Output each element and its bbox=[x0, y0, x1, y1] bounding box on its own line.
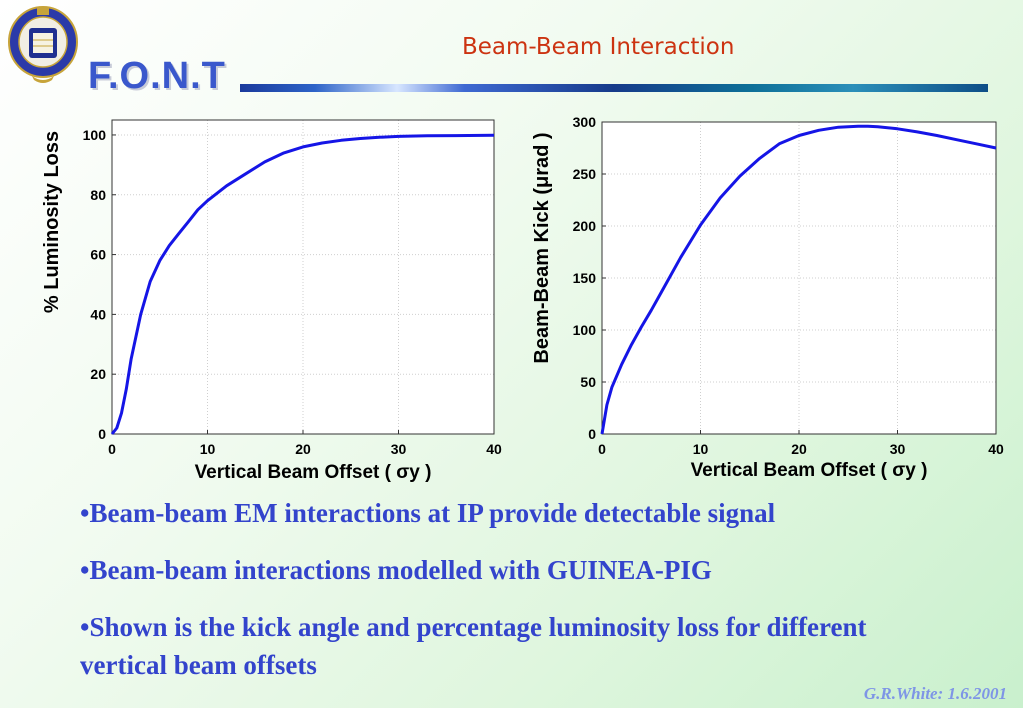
university-crest-logo bbox=[8, 6, 78, 83]
x-tick-label: 10 bbox=[693, 441, 709, 457]
y-tick-label: 100 bbox=[573, 322, 597, 338]
y-axis-label: Beam-Beam Kick (μrad ) bbox=[531, 132, 553, 363]
x-tick-label: 10 bbox=[200, 441, 216, 457]
slide-title: Beam-Beam Interaction bbox=[462, 34, 735, 60]
y-tick-label: 50 bbox=[580, 374, 596, 390]
chart-1: 0 10 20 30 40 0 20 40 60 80 100 Vertical Beam Offse… bbox=[41, 119, 502, 483]
y-tick-label: 100 bbox=[83, 127, 107, 143]
x-axis-label: Vertical Beam Offset ( σy ) bbox=[691, 460, 928, 481]
y-tick-label: 40 bbox=[90, 306, 106, 322]
bullet-item: •Shown is the kick angle and percentage … bbox=[80, 612, 867, 680]
series-line bbox=[110, 133, 495, 435]
x-tick-label: 30 bbox=[391, 441, 407, 457]
font-project-title: F.O.N.T bbox=[88, 55, 226, 97]
footer-author-date: G.R.White: 1.6.2001 bbox=[863, 684, 1007, 703]
x-tick-label: 40 bbox=[988, 441, 1004, 457]
bullet-item: •Beam-beam EM interactions at IP provide… bbox=[80, 498, 776, 528]
x-tick-label: 40 bbox=[486, 441, 502, 457]
y-tick-label: 250 bbox=[573, 166, 597, 182]
x-tick-label: 0 bbox=[598, 441, 606, 457]
header-divider-bar bbox=[240, 84, 988, 92]
y-tick-label: 60 bbox=[90, 247, 106, 263]
x-tick-label: 20 bbox=[295, 441, 311, 457]
x-tick-label: 30 bbox=[890, 441, 906, 457]
y-tick-label: 150 bbox=[573, 270, 597, 286]
y-tick-label: 300 bbox=[573, 114, 597, 130]
y-axis-label: % Luminosity Loss bbox=[41, 131, 63, 313]
x-tick-label: 20 bbox=[791, 441, 807, 457]
chart-2: 0 10 20 30 40 0 50 100 150 200 250 300 Vertical Beam… bbox=[531, 114, 1004, 481]
x-axis-label: Vertical Beam Offset ( σy ) bbox=[195, 462, 432, 483]
y-tick-label: 0 bbox=[588, 426, 596, 442]
y-tick-label: 0 bbox=[98, 426, 106, 442]
bullet-item: •Beam-beam interactions modelled with GU… bbox=[80, 555, 712, 585]
y-tick-label: 200 bbox=[573, 218, 597, 234]
series-line bbox=[600, 124, 997, 435]
y-tick-label: 80 bbox=[90, 187, 106, 203]
bullet-list: •Beam-beam EM interactions at IP provide… bbox=[80, 494, 960, 703]
x-tick-label: 0 bbox=[108, 441, 116, 457]
y-tick-label: 20 bbox=[90, 366, 106, 382]
